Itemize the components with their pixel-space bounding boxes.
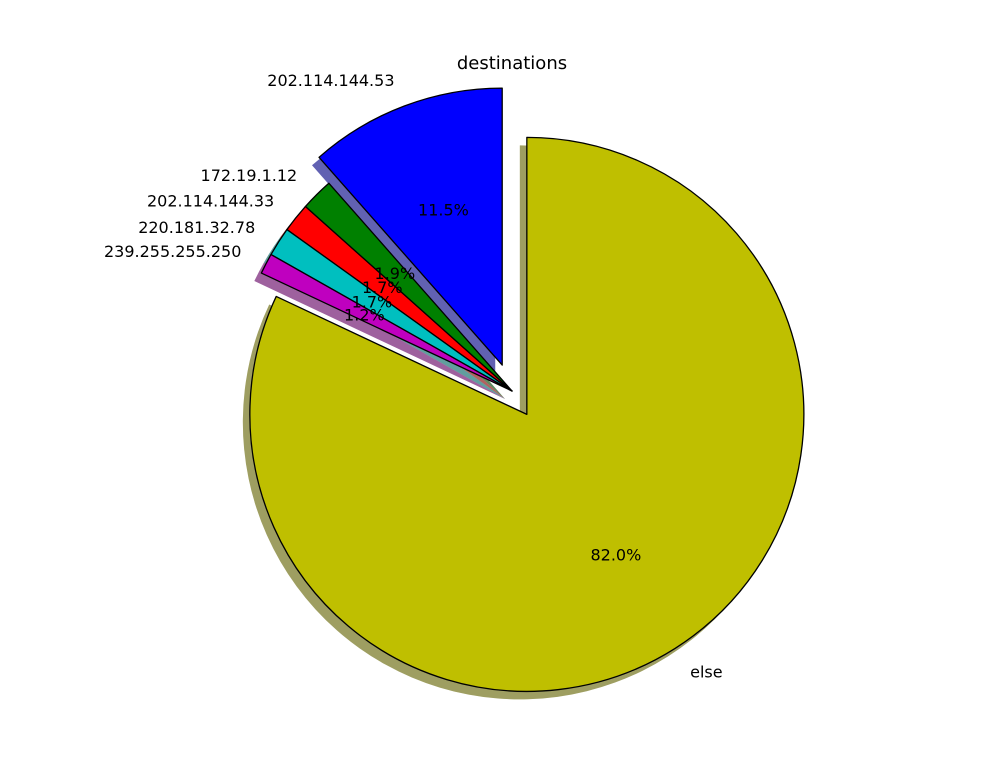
slice-percent-220-181-32-78: 1.7% <box>352 293 393 312</box>
slice-label-202-114-144-33: 202.114.144.33 <box>147 191 274 210</box>
pie-slice-else <box>249 136 805 693</box>
label-layer: 202.114.144.53 11.5% 172.19.1.12 1.9% 202.11… <box>104 71 723 682</box>
slice-percent-202-114-144-33: 1.7% <box>362 278 403 297</box>
slice-label-202-114-144-53: 202.114.144.53 <box>267 71 394 90</box>
slice-percent-else: 82.0% <box>590 546 641 565</box>
slice-label-172-19-1-12: 172.19.1.12 <box>201 166 298 185</box>
slice-label-else: else <box>690 663 722 682</box>
pie-slice-202-114-144-53 <box>318 87 503 366</box>
slice-layer <box>249 87 805 693</box>
slice-percent-202-114-144-53: 11.5% <box>418 201 469 220</box>
slice-label-239-255-255-250: 239.255.255.250 <box>104 242 241 261</box>
pie-slice-239-255-255-250 <box>260 253 513 392</box>
slice-label-220-181-32-78: 220.181.32.78 <box>138 218 255 237</box>
slice-percent-172-19-1-12: 1.9% <box>375 264 416 283</box>
slice-percent-239-255-255-250: 1.2% <box>344 306 385 325</box>
chart-title: destinations <box>457 53 567 74</box>
